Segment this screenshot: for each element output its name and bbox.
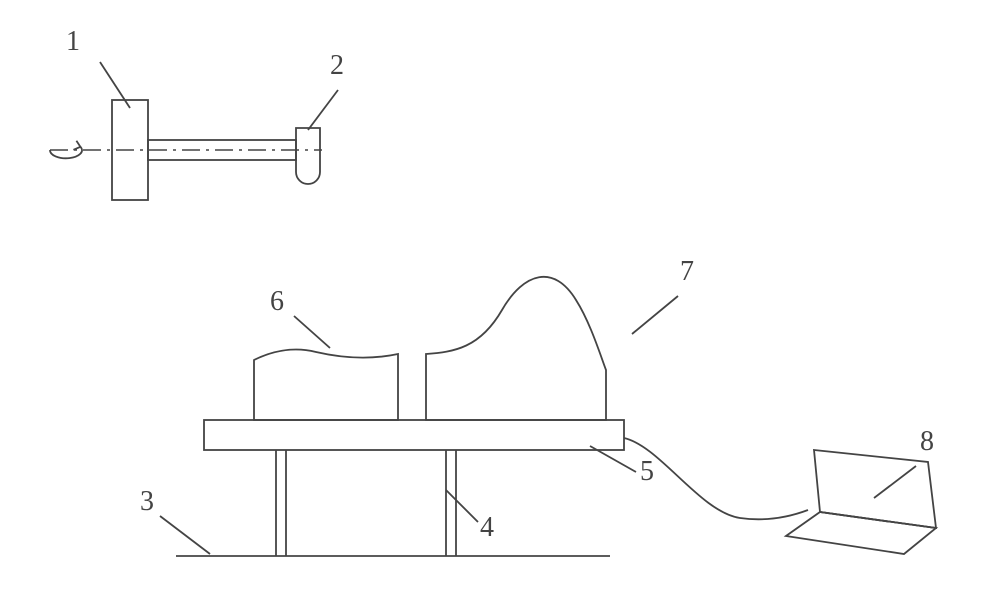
callout-4: 4 [480, 512, 494, 543]
callout-2: 2 [330, 50, 344, 81]
callout-3: 3 [140, 486, 154, 517]
callout-5: 5 [640, 456, 654, 487]
callout-7: 7 [680, 256, 694, 287]
callout-1: 1 [66, 26, 80, 57]
callout-8: 8 [920, 426, 934, 457]
callout-6: 6 [270, 286, 284, 317]
